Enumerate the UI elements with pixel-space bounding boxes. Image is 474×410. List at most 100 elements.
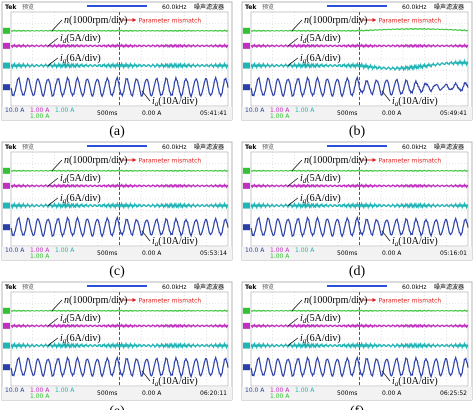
- signal-scale: (10A/div): [398, 236, 437, 247]
- status-strip: [2, 107, 232, 120]
- signal-label: ia(10A/div): [392, 236, 438, 248]
- label-arrow: [51, 159, 63, 172]
- channel-marker: [243, 342, 250, 349]
- signal-symbol: i: [300, 313, 303, 324]
- signal-symbol: n: [304, 155, 309, 166]
- clock: 06:25:52: [440, 390, 467, 397]
- tek-logo: Tek: [245, 4, 257, 11]
- signal-label: id(5A/div): [300, 33, 341, 45]
- channel-marker: [3, 42, 10, 49]
- label-arrow: [291, 299, 303, 312]
- label-arrow: [47, 317, 59, 327]
- scope-panel: Tek 预览 60.0kHz 噪声滤波器 Parameter mismatch n(100…: [241, 141, 473, 261]
- channel-marker: [243, 182, 250, 189]
- signal-symbol: i: [392, 236, 395, 247]
- signal-label: n(1000rpm/div): [64, 155, 127, 166]
- trigger-level: 0.00 A: [382, 110, 402, 117]
- record-bar: [327, 5, 387, 7]
- panel-caption: (e): [109, 404, 125, 410]
- signal-subscript: d: [63, 177, 67, 185]
- channel-marker: [3, 307, 10, 314]
- signal-symbol: i: [152, 376, 155, 387]
- status-strip: [242, 387, 472, 400]
- channel-marker: [243, 224, 250, 231]
- trace-n: [250, 27, 469, 33]
- channel-scale: 10.0 A: [245, 247, 265, 254]
- signal-subscript: q: [63, 197, 67, 205]
- sample-rate: 60.0kHz: [162, 4, 187, 11]
- scope-panel: Tek 预览 60.0kHz 噪声滤波器 Parameter mismatch n(100…: [241, 1, 473, 121]
- status-strip: [2, 387, 232, 400]
- signal-symbol: n: [64, 155, 69, 166]
- channel-scale: 1.00 A: [295, 107, 315, 114]
- panel-caption: (a): [109, 124, 125, 139]
- scope-mode: 预览: [22, 3, 34, 11]
- channel-marker: [243, 202, 250, 209]
- channel-scale: 10.0 A: [5, 107, 25, 114]
- signal-symbol: i: [392, 376, 395, 387]
- scope-mode: 预览: [22, 283, 34, 291]
- channel-scale: 1.00 A: [270, 393, 290, 400]
- channel-scale: 1.00 A: [30, 387, 50, 394]
- signal-subscript: a: [155, 100, 159, 108]
- signal-label: ia(10A/div): [152, 96, 198, 108]
- panel-caption: (f): [350, 404, 364, 410]
- channel-marker: [243, 27, 250, 34]
- label-arrow: [287, 177, 299, 187]
- clock: 05:53:14: [200, 250, 227, 257]
- channel-scale: 1.00 A: [30, 247, 50, 254]
- signal-label: id(5A/div): [60, 173, 101, 185]
- signal-symbol: n: [64, 15, 69, 26]
- channel-marker: [243, 42, 250, 49]
- signal-label: ia(10A/div): [392, 96, 438, 108]
- channel-scale: 1.00 A: [30, 107, 50, 114]
- channel-marker: [3, 182, 10, 189]
- arrow-head: [372, 298, 377, 302]
- signal-subscript: a: [395, 100, 399, 108]
- timebase: 500ms: [337, 250, 357, 257]
- channel-marker: [243, 307, 250, 314]
- signal-subscript: d: [63, 317, 67, 325]
- label-arrow: [47, 57, 59, 66]
- channel-marker: [3, 27, 10, 34]
- scope-panel: Tek 预览 60.0kHz 噪声滤波器 Parameter mismatch n(100…: [241, 281, 473, 401]
- record-bar: [87, 145, 147, 147]
- arrow-head: [132, 158, 137, 162]
- signal-scale: (6A/div): [66, 333, 100, 344]
- channel-scale: 10.0 A: [5, 387, 25, 394]
- label-arrow: [381, 230, 391, 242]
- channel-scale: 1.00 A: [295, 387, 315, 394]
- signal-scale: (5A/div): [66, 33, 100, 44]
- channel-marker: [243, 167, 250, 174]
- channel-marker: [3, 342, 10, 349]
- channel-marker: [3, 364, 10, 371]
- signal-subscript: q: [63, 57, 67, 65]
- event-label: Parameter mismatch: [139, 18, 202, 25]
- signal-symbol: i: [60, 53, 63, 64]
- label-arrow: [47, 337, 59, 346]
- signal-scale: (1000rpm/div): [309, 15, 367, 26]
- channel-marker: [243, 364, 250, 371]
- filter-label: 噪声滤波器: [434, 143, 464, 151]
- signal-scale: (10A/div): [398, 96, 437, 107]
- signal-subscript: a: [155, 380, 159, 388]
- event-label: Parameter mismatch: [379, 158, 442, 165]
- timebase: 500ms: [97, 110, 117, 117]
- tek-logo: Tek: [5, 4, 17, 11]
- signal-subscript: q: [303, 337, 307, 345]
- channel-scale: 10.0 A: [245, 107, 265, 114]
- channel-scale: 1.00 A: [270, 107, 290, 114]
- signal-scale: (5A/div): [66, 173, 100, 184]
- clock: 05:16:01: [440, 250, 467, 257]
- arrow-head: [372, 18, 377, 22]
- signal-label: iq(6A/div): [300, 53, 341, 65]
- signal-subscript: q: [303, 197, 307, 205]
- filter-label: 噪声滤波器: [434, 3, 464, 11]
- channel-scale: 1.00 A: [30, 253, 50, 260]
- signal-scale: (1000rpm/div): [69, 295, 127, 306]
- channel-scale: 1.00 A: [30, 113, 50, 120]
- signal-symbol: i: [60, 193, 63, 204]
- label-arrow: [287, 197, 299, 206]
- signal-label: n(1000rpm/div): [304, 295, 367, 306]
- signal-subscript: a: [155, 240, 159, 248]
